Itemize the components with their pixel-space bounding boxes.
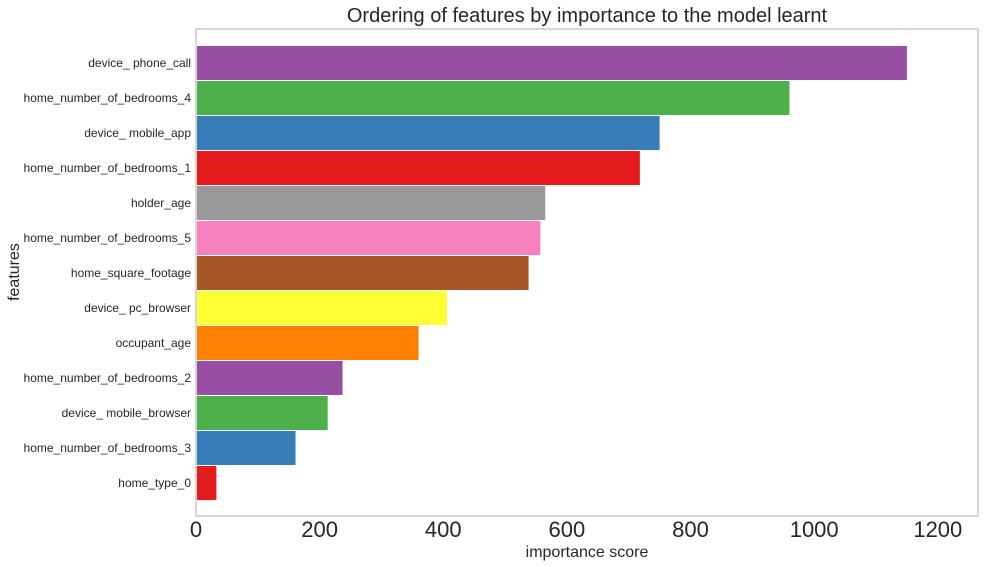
bar-6 xyxy=(197,256,529,290)
y-tick-label: home_number_of_bedrooms_5 xyxy=(24,231,192,245)
x-tick-label: 1000 xyxy=(790,517,839,542)
bar-1 xyxy=(197,81,790,115)
bar-3 xyxy=(197,151,640,185)
x-tick-label: 600 xyxy=(549,517,586,542)
y-tick-label: occupant_age xyxy=(116,336,192,350)
bar-7 xyxy=(197,291,447,325)
x-tick-label: 400 xyxy=(425,517,462,542)
y-tick-label: device_ pc_browser xyxy=(84,301,191,315)
bar-11 xyxy=(197,431,296,465)
chart-title: Ordering of features by importance to th… xyxy=(347,5,828,27)
y-tick-label: device_ mobile_app xyxy=(84,126,191,140)
bar-2 xyxy=(197,116,660,150)
plot-area-frame xyxy=(195,28,979,517)
bar-9 xyxy=(197,361,343,395)
y-tick-label: home_number_of_bedrooms_1 xyxy=(24,161,192,175)
bar-8 xyxy=(197,326,419,360)
bar-0 xyxy=(197,46,907,80)
bar-12 xyxy=(197,466,217,500)
y-tick-label: home_number_of_bedrooms_3 xyxy=(24,441,192,455)
y-tick-label: device_ mobile_browser xyxy=(62,406,191,420)
x-axis-label: importance score xyxy=(526,544,649,561)
y-tick-label: holder_age xyxy=(131,196,191,210)
x-tick-label: 1200 xyxy=(913,517,962,542)
y-tick-label: home_number_of_bedrooms_4 xyxy=(24,91,192,105)
x-tick-label: 200 xyxy=(301,517,338,542)
bar-5 xyxy=(197,221,541,255)
y-tick-label: home_type_0 xyxy=(118,476,191,490)
bars-group xyxy=(197,46,907,500)
y-tick-label: home_number_of_bedrooms_2 xyxy=(24,371,192,385)
x-tick-label: 0 xyxy=(190,517,202,542)
bar-10 xyxy=(197,396,328,430)
y-tick-label: home_square_footage xyxy=(71,266,191,280)
x-tick-labels: 0 200 400 600 800 1000 1200 xyxy=(190,517,962,542)
y-axis-label: features xyxy=(6,243,23,301)
bar-4 xyxy=(197,186,546,220)
y-tick-labels: device_ phone_call home_number_of_bedroom… xyxy=(24,56,192,490)
x-tick-label: 800 xyxy=(672,517,709,542)
y-tick-label: device_ phone_call xyxy=(88,56,191,70)
